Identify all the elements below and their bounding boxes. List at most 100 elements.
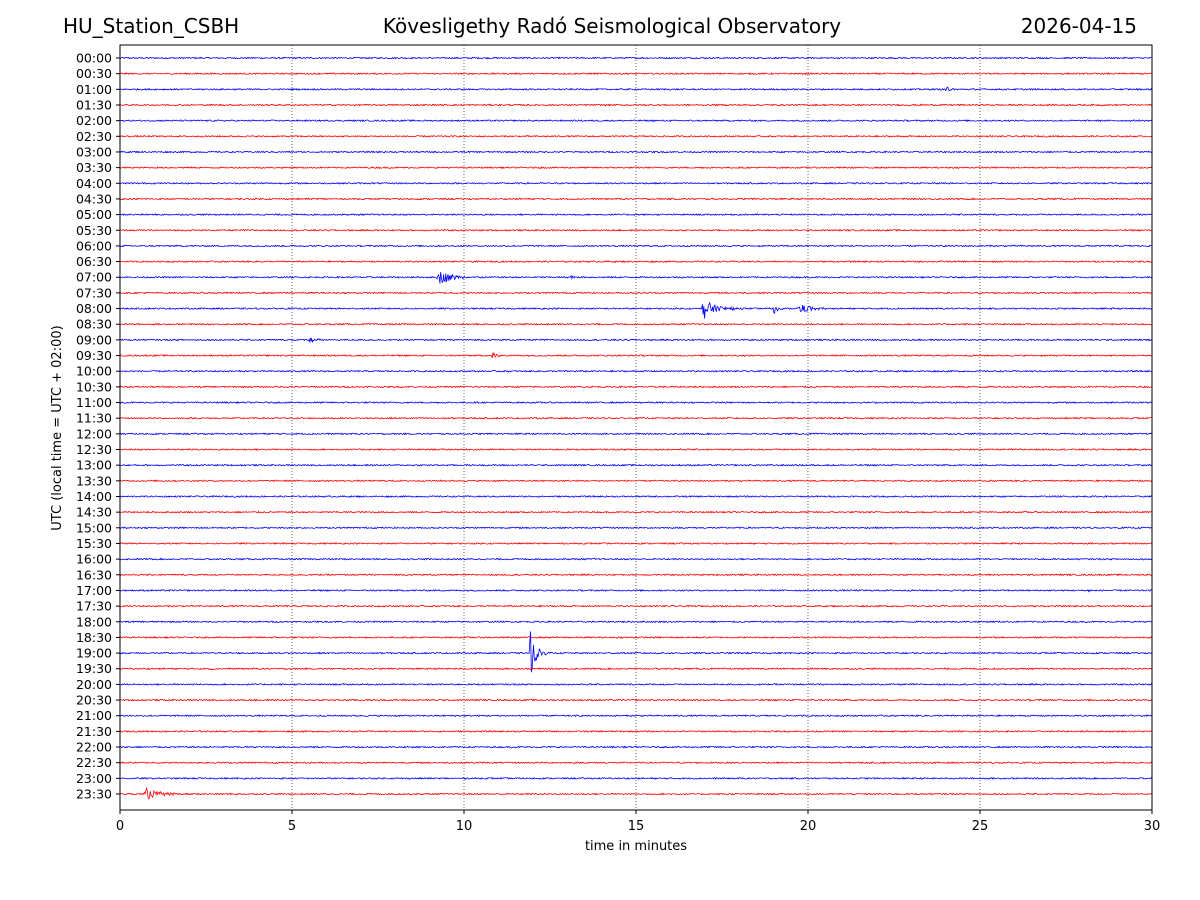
trace-line (119, 682, 1153, 686)
trace-line (119, 385, 1153, 389)
y-tick-label: 17:00 (76, 583, 112, 598)
station-name: HU_Station_CSBH (63, 14, 240, 38)
trace-line (119, 197, 1153, 201)
chart-date: 2026-04-15 (1020, 14, 1137, 38)
y-tick-label: 14:00 (76, 489, 112, 504)
y-tick-label: 01:30 (76, 97, 112, 112)
trace-line (119, 448, 1153, 451)
y-tick-label: 00:30 (76, 66, 112, 81)
trace-line (119, 86, 1153, 92)
x-tick-label: 30 (1144, 819, 1161, 834)
y-tick-label: 17:30 (76, 599, 112, 614)
y-tick-label: 03:00 (76, 144, 112, 159)
trace-line (119, 541, 1153, 545)
trace-line (119, 56, 1153, 60)
y-tick-label: 16:30 (76, 567, 112, 582)
trace-line (119, 479, 1153, 483)
y-tick-label: 16:00 (76, 552, 112, 567)
y-tick-label: 23:00 (76, 771, 112, 786)
y-tick-label: 19:00 (76, 646, 112, 661)
y-tick-label: 14:30 (76, 505, 112, 520)
y-tick-label: 04:00 (76, 176, 112, 191)
trace-line (119, 761, 1153, 765)
y-tick-label: 09:30 (76, 348, 112, 363)
y-tick-label: 06:00 (76, 238, 112, 253)
trace-line (119, 150, 1153, 154)
chart-title: Kövesligethy Radó Seismological Observat… (382, 14, 842, 38)
y-tick-label: 19:30 (76, 661, 112, 676)
y-tick-label: 11:00 (76, 395, 112, 410)
y-tick-label: 15:00 (76, 520, 112, 535)
y-tick-label: 07:30 (76, 285, 112, 300)
y-tick-label: 02:00 (76, 113, 112, 128)
trace-line (119, 635, 1153, 639)
x-tick-label: 20 (800, 819, 817, 834)
trace-line (119, 667, 1153, 671)
y-tick-label: 20:00 (76, 677, 112, 692)
x-axis-label: time in minutes (585, 839, 687, 854)
trace-line (119, 526, 1153, 530)
trace-line (119, 557, 1153, 561)
trace-line (119, 786, 1153, 800)
y-tick-label: 05:30 (76, 223, 112, 238)
trace-line (119, 291, 1153, 295)
trace-line (119, 272, 1153, 284)
y-tick-label: 13:30 (76, 473, 112, 488)
trace-line (119, 166, 1153, 170)
y-tick-label: 06:30 (76, 254, 112, 269)
trace-line (119, 181, 1153, 185)
y-tick-label: 09:00 (76, 332, 112, 347)
trace-line (119, 400, 1153, 405)
trace-line (119, 72, 1153, 76)
y-tick-label: 00:00 (76, 51, 112, 66)
trace-line (119, 301, 1153, 319)
trace-line (119, 714, 1153, 718)
y-tick-labels: 00:0000:3001:0001:3002:0002:3003:0003:30… (76, 51, 120, 802)
y-tick-label: 18:00 (76, 614, 112, 629)
trace-line (119, 729, 1153, 733)
y-tick-label: 18:30 (76, 630, 112, 645)
trace-line (119, 322, 1153, 326)
x-tick-label: 5 (288, 819, 296, 834)
y-tick-label: 15:30 (76, 536, 112, 551)
y-tick-label: 08:00 (76, 301, 112, 316)
y-tick-label: 05:00 (76, 207, 112, 222)
y-tick-label: 12:00 (76, 426, 112, 441)
y-tick-label: 13:00 (76, 458, 112, 473)
trace-line (119, 244, 1153, 248)
y-tick-label: 22:30 (76, 755, 112, 770)
trace-line (119, 134, 1153, 138)
y-tick-label: 07:00 (76, 270, 112, 285)
y-tick-label: 04:30 (76, 191, 112, 206)
y-tick-label: 21:30 (76, 724, 112, 739)
trace-line (119, 337, 1153, 344)
x-tick-labels: 0 5 10 15 20 25 30 (116, 810, 1160, 834)
y-tick-label: 10:00 (76, 364, 112, 379)
y-tick-label: 02:30 (76, 129, 112, 144)
y-tick-label: 01:00 (76, 82, 112, 97)
y-tick-label: 22:00 (76, 740, 112, 755)
trace-line (119, 745, 1153, 749)
trace-line (119, 352, 1153, 359)
x-tick-label: 0 (116, 819, 124, 834)
y-tick-label: 10:30 (76, 379, 112, 394)
x-tick-label: 15 (628, 819, 645, 834)
trace-line (119, 776, 1153, 780)
trace-line (119, 573, 1153, 577)
y-tick-label: 20:30 (76, 693, 112, 708)
x-tick-label: 10 (456, 819, 473, 834)
seismic-traces (119, 56, 1153, 800)
trace-line (119, 119, 1153, 123)
y-tick-label: 21:00 (76, 708, 112, 723)
trace-line (119, 260, 1153, 264)
trace-line (119, 228, 1153, 232)
y-axis-label: UTC (local time = UTC + 02:00) (50, 325, 65, 530)
x-tick-label: 25 (972, 819, 989, 834)
grid-lines (291, 45, 981, 810)
trace-line (119, 620, 1153, 624)
trace-line (119, 103, 1153, 107)
trace-line (119, 495, 1153, 499)
trace-line (119, 631, 1153, 673)
y-tick-label: 23:30 (76, 787, 112, 802)
